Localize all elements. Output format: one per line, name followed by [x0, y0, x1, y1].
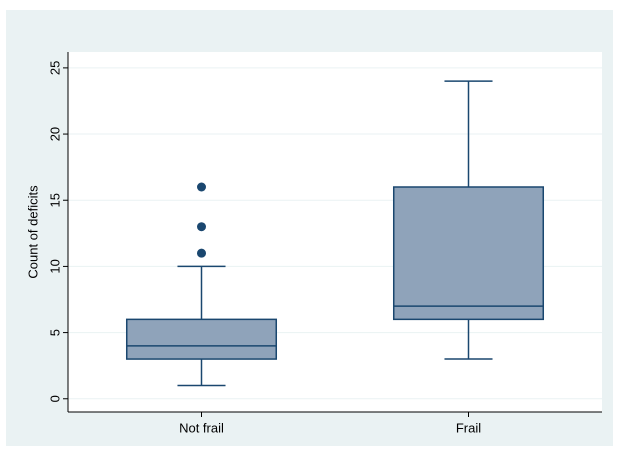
- y-tick-label: 0: [47, 395, 62, 402]
- x-tick-label: Not frail: [179, 420, 224, 435]
- x-tick-label: Frail: [456, 420, 481, 435]
- y-tick-label: 15: [47, 193, 62, 207]
- box: [125, 318, 278, 360]
- y-tick-label: 20: [47, 127, 62, 141]
- box: [392, 186, 545, 321]
- outlier: [197, 248, 206, 258]
- y-axis-title: Count of deficits: [25, 185, 40, 279]
- y-tick-label: 5: [47, 329, 62, 336]
- outlier: [197, 222, 206, 232]
- y-tick-label: 25: [47, 61, 62, 75]
- outlier: [197, 182, 206, 192]
- y-tick-label: 10: [47, 259, 62, 273]
